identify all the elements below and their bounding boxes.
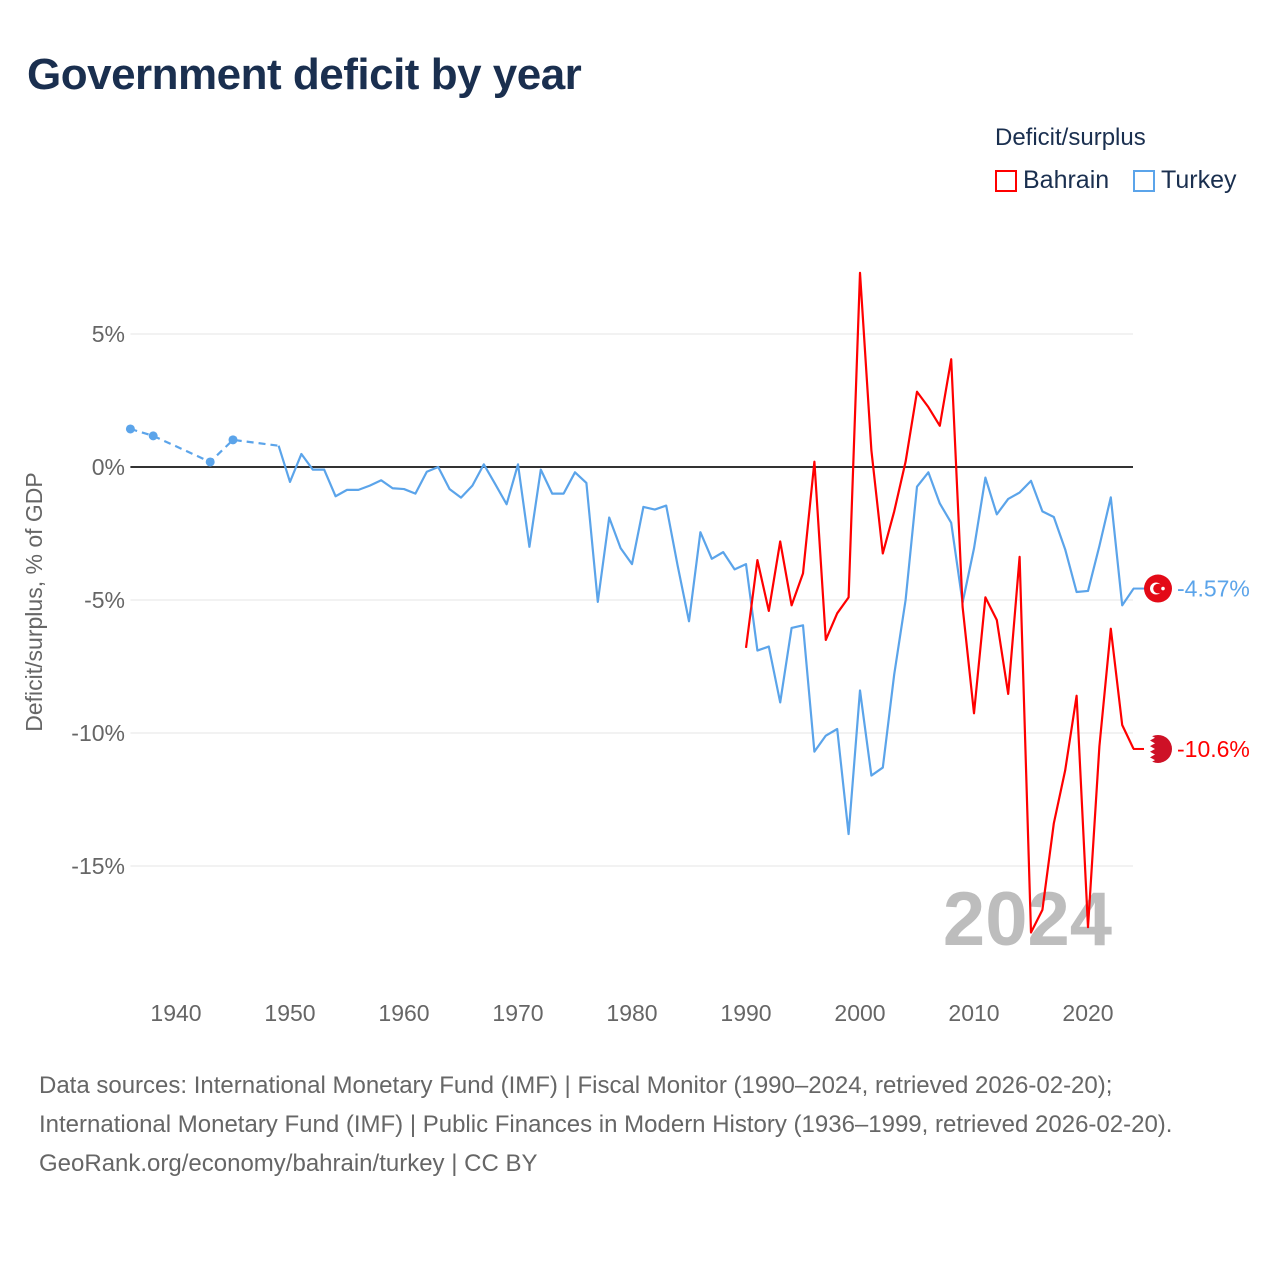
- x-tick-label: 1980: [606, 1000, 657, 1026]
- x-tick-label: 1970: [492, 1000, 543, 1026]
- legend-swatch-turkey: [1133, 169, 1155, 192]
- legend-title: Deficit/surplus: [995, 124, 1146, 151]
- legend-label-bahrain: Bahrain: [1023, 166, 1110, 194]
- x-tick-label: 1950: [264, 1000, 315, 1026]
- turkey-point: [228, 435, 238, 445]
- credit-link[interactable]: GeoRank.org/economy/bahrain/turkey | CC …: [39, 1150, 538, 1177]
- crescent-inner: [1153, 583, 1163, 594]
- legend-label-turkey: Turkey: [1161, 166, 1237, 194]
- chart-title: Government deficit by year: [27, 50, 582, 99]
- star: [1161, 586, 1165, 591]
- x-tick-label: 1940: [150, 1000, 201, 1026]
- legend-item-bahrain[interactable]: Bahrain: [995, 166, 1109, 195]
- turkey-point: [148, 431, 158, 441]
- x-tick-label: 2010: [948, 1000, 999, 1026]
- x-tick-label: 1960: [378, 1000, 429, 1026]
- y-tick-label: -10%: [71, 720, 125, 746]
- x-tick-label: 2020: [1062, 1000, 1113, 1026]
- y-tick-label: -5%: [84, 587, 125, 613]
- y-tick-label: 0%: [92, 454, 125, 480]
- bahrain-flag-icon: [1144, 734, 1172, 763]
- turkey-line: [277, 445, 1135, 836]
- y-tick-label: -15%: [71, 853, 125, 879]
- turkey-flag-icon: [1144, 574, 1172, 603]
- y-axis-label: Deficit/surplus, % of GDP: [21, 472, 47, 731]
- data-sources: Data sources: International Monetary Fun…: [39, 1072, 1173, 1138]
- y-tick-label: 5%: [92, 321, 125, 347]
- turkey-end-label: -4.57%: [1177, 576, 1250, 602]
- bahrain-end-label: -10.6%: [1177, 736, 1250, 762]
- legend-swatch-bahrain: [995, 169, 1017, 192]
- footer: Data sources: International Monetary Fun…: [39, 1066, 1239, 1183]
- year-watermark: 2024: [943, 877, 1112, 962]
- turkey-point: [205, 457, 215, 467]
- x-tick-label: 1990: [720, 1000, 771, 1026]
- turkey-point: [125, 424, 135, 434]
- chart-plot: 5% 0% -5% -10% -15% 1940 1950 1960 1970 1980 1990 2…: [21, 271, 1250, 1026]
- x-tick-label: 2000: [834, 1000, 885, 1026]
- bahrain-line: [744, 271, 1135, 934]
- legend-item-turkey[interactable]: Turkey: [1133, 166, 1236, 195]
- serrated-band: [1144, 734, 1155, 763]
